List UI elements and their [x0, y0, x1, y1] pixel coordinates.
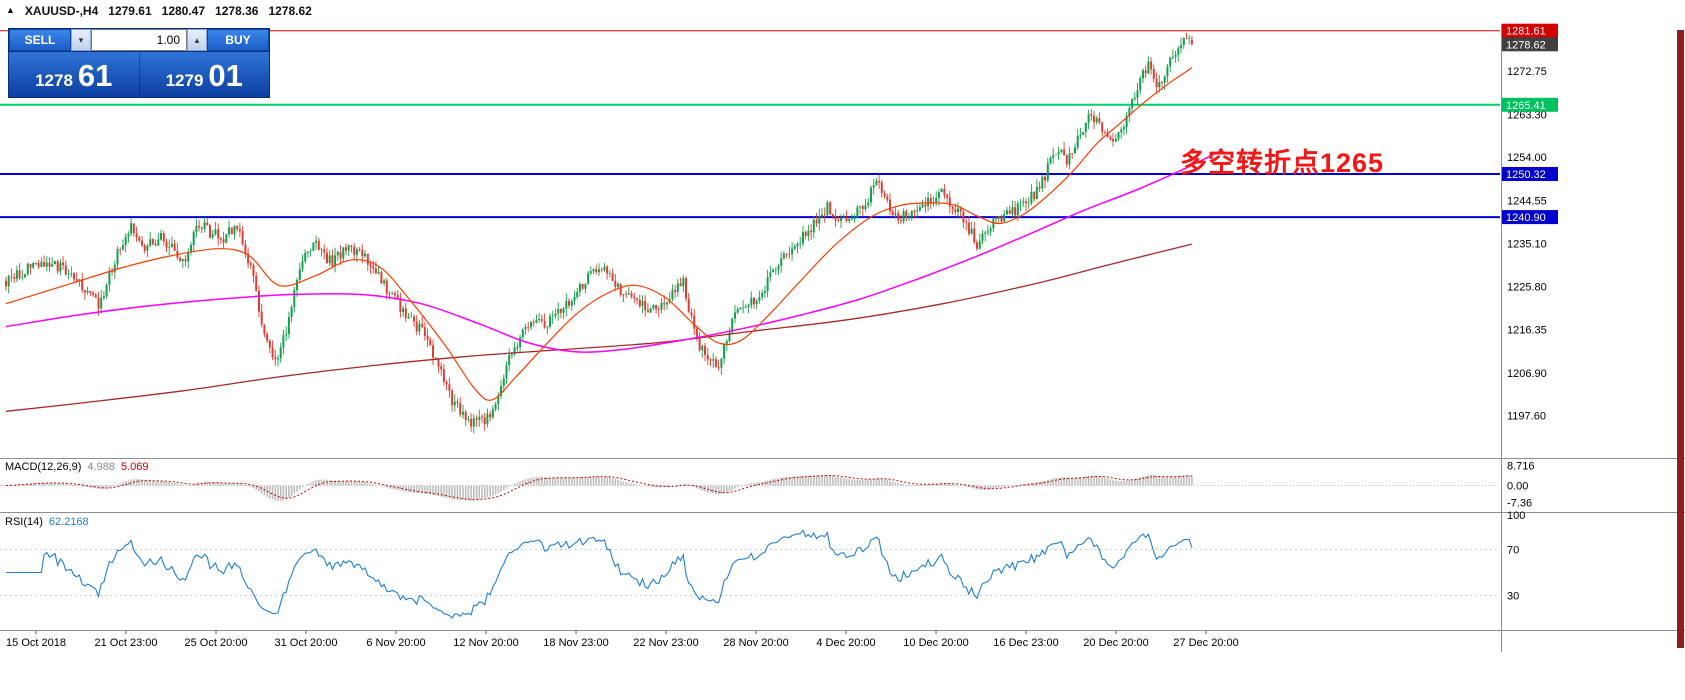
- buy-price-main: 1279: [165, 71, 204, 90]
- panel-separators: [0, 24, 1685, 652]
- svg-text:8.716: 8.716: [1507, 460, 1535, 472]
- candlestick-series: [5, 32, 1193, 434]
- buy-price-pips: 01: [208, 58, 243, 93]
- buy-button[interactable]: BUY: [207, 29, 269, 51]
- svg-text:70: 70: [1507, 545, 1519, 557]
- svg-text:0.00: 0.00: [1507, 481, 1528, 493]
- svg-text:27 Dec 20:00: 27 Dec 20:00: [1173, 637, 1238, 649]
- svg-text:25 Oct 20:00: 25 Oct 20:00: [185, 637, 248, 649]
- svg-text:16 Dec 23:00: 16 Dec 23:00: [993, 637, 1058, 649]
- svg-text:1278.62: 1278.62: [1506, 39, 1546, 51]
- svg-text:1235.10: 1235.10: [1507, 239, 1547, 251]
- sell-price-pips: 61: [77, 58, 113, 93]
- horizontal-level-lines: [0, 103, 1500, 219]
- macd-label-text: MACD(12,26,9): [5, 461, 82, 473]
- chevron-down-icon: ▾: [78, 34, 84, 45]
- symbol-up-arrow-icon: ▲: [6, 5, 15, 15]
- svg-text:1263.30: 1263.30: [1507, 110, 1547, 122]
- sell-price-display[interactable]: 1278 61: [9, 52, 140, 97]
- svg-text:4 Dec 20:00: 4 Dec 20:00: [816, 637, 875, 649]
- svg-text:28 Nov 20:00: 28 Nov 20:00: [723, 637, 788, 649]
- svg-text:22 Nov 23:00: 22 Nov 23:00: [633, 637, 698, 649]
- sell-button[interactable]: SELL: [9, 29, 71, 51]
- svg-text:1240.90: 1240.90: [1506, 212, 1546, 224]
- volume-input[interactable]: [91, 29, 187, 51]
- rsi-label-text: RSI(14): [5, 516, 43, 528]
- svg-text:12 Nov 20:00: 12 Nov 20:00: [453, 637, 518, 649]
- svg-text:10 Dec 20:00: 10 Dec 20:00: [903, 637, 968, 649]
- trade-controls-row: SELL ▾ ▴ BUY: [9, 29, 269, 51]
- macd-panel: [0, 474, 1500, 502]
- svg-text:1250.32: 1250.32: [1506, 169, 1546, 181]
- svg-text:15 Oct 2018: 15 Oct 2018: [6, 637, 66, 649]
- symbol-timeframe-label: XAUUSD-,H4: [24, 4, 99, 18]
- svg-text:31 Oct 20:00: 31 Oct 20:00: [275, 637, 338, 649]
- ohlc-open-value: 1279.61: [108, 4, 152, 18]
- sell-price-main: 1278: [35, 71, 73, 90]
- rsi-indicator-label: RSI(14) 62.2168: [5, 516, 95, 528]
- ohlc-low-value: 1278.36: [215, 4, 259, 18]
- svg-text:1216.35: 1216.35: [1507, 325, 1547, 337]
- macd-indicator-label: MACD(12,26,9) 4.988 5.069: [5, 461, 154, 473]
- chart-annotation-text: 多空转折点1265: [1180, 148, 1385, 178]
- time-axis: 15 Oct 2018 21 Oct 23:00 25 Oct 20:00 31 Oc…: [6, 630, 1239, 649]
- rsi-panel: [0, 529, 1500, 619]
- svg-text:6 Nov 20:00: 6 Nov 20:00: [366, 637, 425, 649]
- ohlc-high-value: 1280.47: [161, 4, 206, 18]
- svg-text:20 Dec 20:00: 20 Dec 20:00: [1083, 637, 1148, 649]
- rsi-line: [6, 529, 1193, 619]
- buy-price-display[interactable]: 1279 01: [140, 52, 270, 97]
- svg-text:1206.90: 1206.90: [1507, 368, 1547, 380]
- macd-main-value: 4.988: [87, 461, 115, 473]
- svg-text:1197.60: 1197.60: [1507, 410, 1546, 422]
- svg-text:18 Nov 23:00: 18 Nov 23:00: [543, 637, 608, 649]
- volume-increase-button[interactable]: ▴: [187, 29, 207, 51]
- macd-signal-value: 5.069: [120, 461, 149, 473]
- chart-title-bar: ▲ XAUUSD-,H4 1279.61 1280.47 1278.36 127…: [0, 0, 1685, 22]
- rsi-axis: 100 70 30: [1507, 510, 1525, 603]
- svg-text:-7.36: -7.36: [1507, 498, 1532, 510]
- volume-decrease-button[interactable]: ▾: [71, 29, 91, 51]
- svg-text:30: 30: [1507, 591, 1519, 603]
- svg-text:100: 100: [1507, 510, 1525, 522]
- svg-text:1254.00: 1254.00: [1507, 152, 1547, 164]
- price-axis: 1272.75 1263.30 1254.00 1244.55 1235.10 1225.…: [1502, 23, 1558, 422]
- rsi-value: 62.2168: [48, 516, 89, 528]
- one-click-trading-panel: SELL ▾ ▴ BUY 1278 61 1279 01: [8, 28, 270, 98]
- macd-axis: 8.716 0.00 -7.36: [1507, 460, 1535, 509]
- moving-average-lines: [5, 67, 1222, 412]
- chevron-up-icon: ▴: [194, 34, 200, 45]
- svg-text:1281.61: 1281.61: [1506, 26, 1546, 38]
- svg-text:21 Oct 23:00: 21 Oct 23:00: [95, 637, 158, 649]
- right-scrollbar[interactable]: [1677, 30, 1684, 648]
- svg-text:1272.75: 1272.75: [1507, 66, 1547, 78]
- svg-text:1265.41: 1265.41: [1506, 100, 1546, 112]
- ohlc-close-value: 1278.62: [268, 4, 312, 18]
- quote-display-row: 1278 61 1279 01: [9, 51, 269, 97]
- svg-text:1225.80: 1225.80: [1507, 281, 1547, 293]
- svg-text:1244.55: 1244.55: [1507, 195, 1547, 207]
